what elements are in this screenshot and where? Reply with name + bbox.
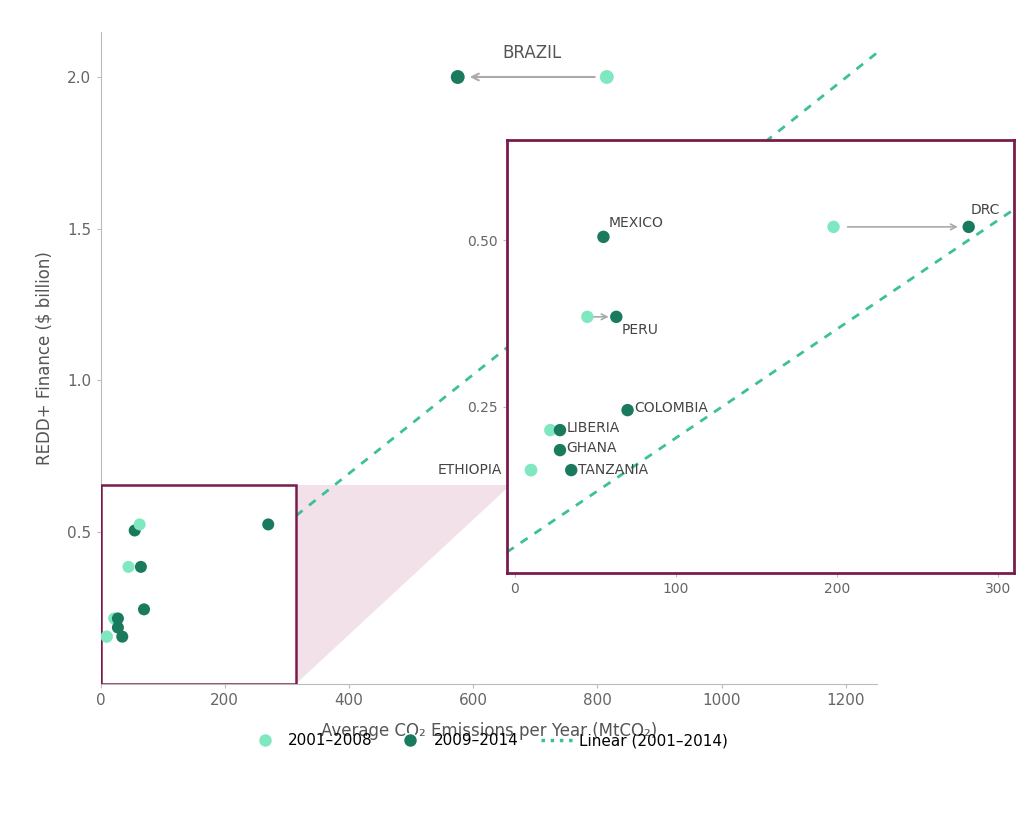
Point: [136, 603, 153, 616]
Point: [542, 423, 558, 436]
Point: [127, 524, 143, 537]
Point: [961, 220, 977, 233]
Point: [110, 621, 126, 634]
Point: [131, 518, 147, 531]
Legend: 2001–2008, 2009–2014, Linear (2001–2014): 2001–2008, 2009–2014, Linear (2001–2014): [244, 727, 734, 754]
Point: [552, 444, 568, 457]
Point: [608, 310, 625, 323]
Text: TANZANIA: TANZANIA: [578, 463, 648, 477]
Text: BRAZIL: BRAZIL: [503, 44, 562, 62]
Point: [552, 423, 568, 436]
Point: [620, 403, 636, 417]
Point: [825, 220, 842, 233]
Point: [563, 464, 580, 477]
Text: ETHIOPIA: ETHIOPIA: [437, 463, 502, 477]
Text: GHANA: GHANA: [566, 441, 616, 455]
Point: [260, 518, 276, 531]
Point: [98, 630, 115, 644]
Point: [106, 612, 123, 625]
Point: [133, 560, 150, 573]
Point: [580, 310, 596, 323]
Text: INDONESIA
(including peat emissions): INDONESIA (including peat emissions): [827, 174, 1010, 205]
Text: PERU: PERU: [622, 323, 658, 337]
Point: [110, 612, 126, 625]
Point: [98, 630, 115, 644]
Text: DRC: DRC: [971, 203, 999, 217]
Point: [595, 230, 611, 243]
Point: [810, 155, 826, 168]
Point: [599, 70, 615, 83]
Point: [450, 70, 466, 83]
Text: LIBERIA: LIBERIA: [566, 421, 620, 435]
Point: [114, 630, 130, 644]
Point: [120, 560, 136, 573]
Bar: [100, 485, 296, 684]
Polygon shape: [100, 485, 511, 684]
Text: COLOMBIA: COLOMBIA: [634, 401, 708, 415]
Point: [523, 464, 540, 477]
Point: [642, 155, 658, 168]
Point: [523, 464, 540, 477]
Y-axis label: REDD+ Finance ($ billion): REDD+ Finance ($ billion): [36, 251, 53, 464]
X-axis label: Average CO₂ Emissions per Year (MtCO₂): Average CO₂ Emissions per Year (MtCO₂): [321, 722, 657, 739]
Text: MEXICO: MEXICO: [608, 216, 664, 230]
